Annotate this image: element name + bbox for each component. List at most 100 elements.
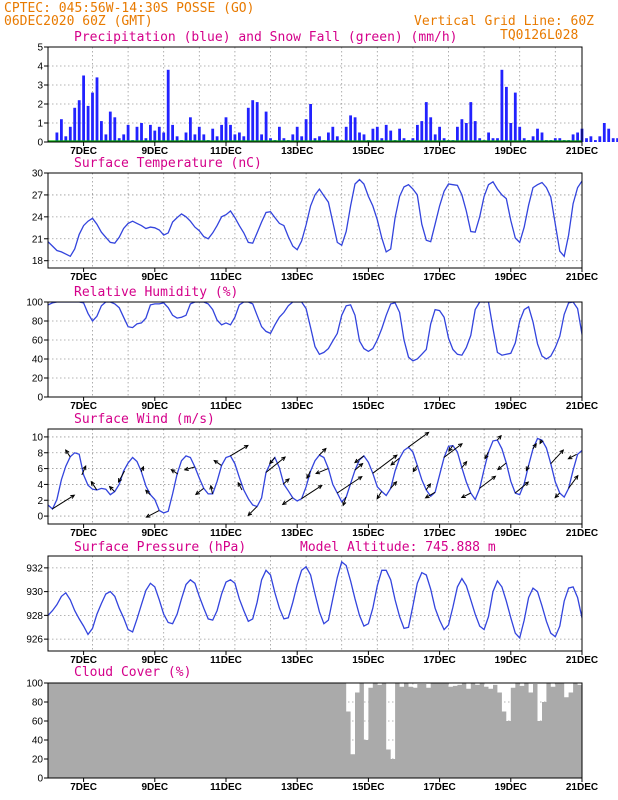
- wind-arrow-head: [108, 485, 114, 491]
- wind-arrow-head: [213, 459, 219, 465]
- x-tick-label: 17DEC: [423, 401, 455, 412]
- wind-arrow-head: [574, 474, 579, 480]
- precip-bar: [607, 128, 611, 142]
- precip-bar: [384, 124, 388, 142]
- plot-frame: [47, 301, 583, 398]
- wind-arrow: [354, 463, 363, 471]
- precip-bar: [344, 126, 348, 142]
- precip-bar: [424, 102, 428, 142]
- x-tick-label: 21DEC: [566, 528, 598, 539]
- precip-bar: [108, 111, 112, 142]
- precip-bar: [122, 134, 126, 142]
- wind-arrow-head: [321, 447, 327, 453]
- precip-bar: [442, 138, 446, 142]
- temperature-panel: 7DEC 9DEC 11DEC 13DEC 15DEC 17DEC 19DEC 21DEC 18…: [32, 169, 598, 284]
- precip-bar: [153, 130, 157, 142]
- precip-bar: [64, 136, 68, 142]
- precip-bar: [113, 117, 117, 142]
- wind-arrow-head: [315, 470, 321, 475]
- precip-bar: [349, 115, 352, 142]
- wind-arrow: [407, 431, 429, 448]
- precip-bar: [197, 126, 201, 142]
- y-tick-label: 2: [37, 496, 43, 507]
- precip-bar: [220, 124, 223, 142]
- wind-arrow-head: [539, 439, 544, 445]
- precip-bar: [602, 123, 606, 142]
- precip-bar: [358, 132, 361, 142]
- y-tick-label: 100: [26, 298, 43, 309]
- wind-arrow: [65, 449, 71, 457]
- humidity-title: Relative Humidity (%): [74, 285, 238, 300]
- precip-bar: [60, 119, 63, 142]
- precip-bar: [611, 138, 615, 142]
- wind-arrow-head: [170, 469, 176, 474]
- header-station: CPTEC: 045:56W-14:30S POSSE (GO): [4, 1, 254, 16]
- wind-arrow: [479, 475, 496, 489]
- precip-bar: [540, 132, 544, 142]
- wind-arrow-head: [497, 465, 502, 471]
- x-tick-label: 7DEC: [70, 782, 97, 793]
- precip-bar: [126, 124, 130, 142]
- precip-bar: [295, 126, 299, 142]
- wind-arrow: [81, 465, 87, 476]
- wind-arrow: [301, 485, 323, 500]
- precip-bar: [335, 136, 339, 142]
- y-tick-label: 4: [37, 62, 43, 73]
- temperature-title: Surface Temperature (nC): [74, 156, 262, 171]
- precip-bar: [362, 134, 366, 142]
- x-tick-label: 19DEC: [495, 146, 527, 157]
- precip-bar: [166, 69, 170, 142]
- wind-arrow-head: [448, 447, 453, 453]
- pressure-model-altitude: Model Altitude: 745.888 m: [300, 540, 496, 555]
- precip-bar: [135, 126, 139, 142]
- precip-bar: [91, 92, 94, 142]
- precip-bar: [327, 132, 330, 142]
- x-tick-label: 13DEC: [281, 655, 313, 666]
- x-tick-label: 17DEC: [423, 146, 455, 157]
- wind-arrow-head: [424, 431, 430, 437]
- precip-bar: [117, 138, 121, 142]
- precip-bar: [175, 136, 179, 142]
- y-tick-label: 932: [26, 563, 43, 574]
- x-tick-label: 17DEC: [423, 528, 455, 539]
- precip-bar: [264, 111, 268, 142]
- wind-arrow-head: [243, 444, 249, 450]
- precip-bar: [522, 138, 526, 142]
- x-tick-label: 11DEC: [210, 272, 242, 283]
- wind-arrow-head: [281, 456, 286, 462]
- x-tick-label: 9DEC: [141, 528, 168, 539]
- x-tick-label: 19DEC: [495, 655, 527, 666]
- y-tick-label: 3: [37, 81, 43, 92]
- wind-arrow-head: [70, 494, 76, 499]
- wind-arrow: [514, 481, 529, 494]
- wind-arrow-head: [532, 442, 537, 448]
- x-tick-label: 15DEC: [352, 655, 384, 666]
- precip-bar: [460, 119, 464, 142]
- precip-bar: [233, 134, 237, 142]
- wind-arrow-head: [144, 489, 150, 495]
- precip-bar: [487, 132, 490, 142]
- wind-arrow-head: [497, 434, 502, 440]
- y-tick-label: 0: [37, 393, 43, 404]
- x-tick-label: 9DEC: [141, 272, 168, 283]
- y-tick-label: 40: [32, 355, 44, 366]
- wind-arrow: [425, 483, 431, 491]
- y-tick-label: 930: [26, 587, 43, 598]
- precip-bar: [68, 126, 72, 142]
- wind-arrow-head: [354, 458, 360, 464]
- pressure-panel: 7DEC 9DEC 11DEC 13DEC 15DEC 17DEC 19DEC 21DEC 92…: [26, 555, 598, 666]
- x-tick-label: 17DEC: [423, 655, 455, 666]
- wind-arrow: [390, 457, 400, 466]
- precip-bar: [531, 136, 535, 142]
- x-tick-label: 11DEC: [210, 655, 242, 666]
- header-model: TQ0126L028: [500, 28, 578, 43]
- wind-arrow: [247, 506, 258, 516]
- wind-arrow: [425, 491, 436, 499]
- x-tick-label: 9DEC: [141, 146, 168, 157]
- precip-bar: [496, 138, 499, 142]
- plot-frame: [47, 682, 583, 779]
- wind-arrow: [342, 496, 347, 506]
- precip-bar: [269, 138, 272, 142]
- humidity-panel: 7DEC 9DEC 11DEC 13DEC 15DEC 17DEC 19DEC 21DEC 0 2…: [26, 298, 598, 413]
